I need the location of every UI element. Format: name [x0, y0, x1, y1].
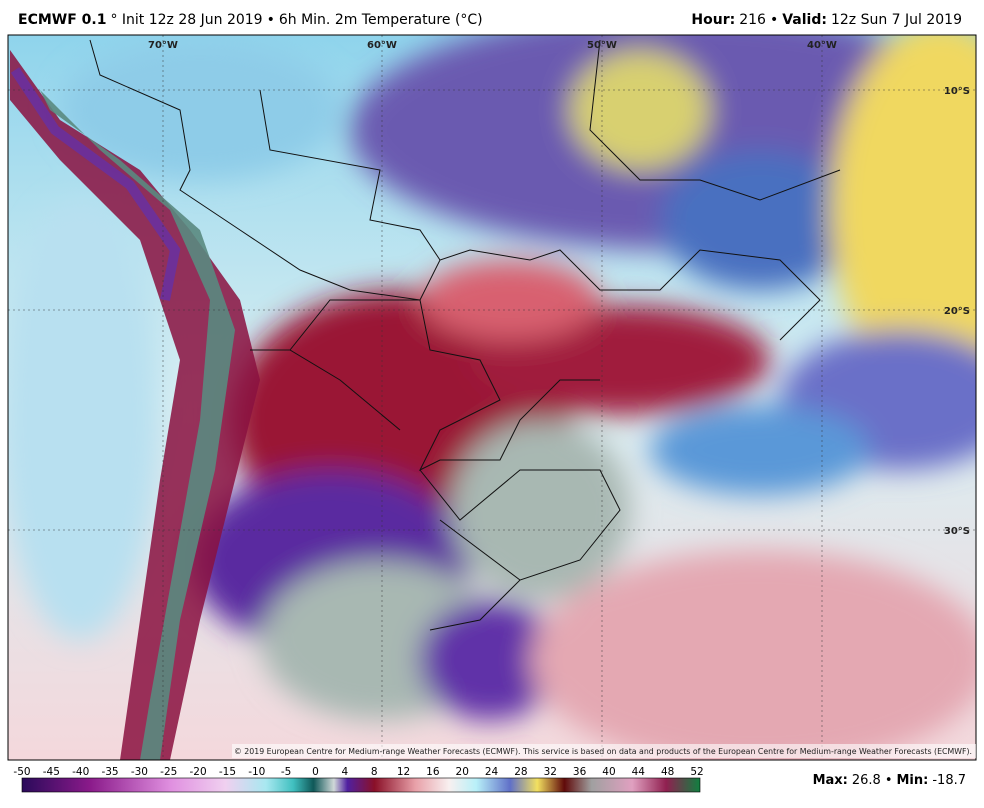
colorbar-tick-label: -15 [219, 766, 236, 778]
longitude-label: 40°W [807, 40, 837, 51]
latitude-label: 20°S [944, 306, 970, 317]
stats-min-label: Min: [897, 773, 929, 788]
header-text: ECMWF 0.1 [18, 12, 107, 28]
header-text: Hour: [691, 12, 736, 28]
latitude-label: 30°S [944, 526, 970, 537]
borders [89, 39, 841, 631]
header-text: 216 [739, 12, 766, 28]
colorbar-tick-label: 16 [426, 766, 440, 778]
colorbar-tick-label: 52 [690, 766, 703, 778]
colorbar-tick-label: -35 [101, 766, 118, 778]
header-left: ECMWF 0.1 ° Init 12z 28 Jun 2019 • 6h Min. … [18, 12, 487, 28]
colorbar-tick-label: -30 [131, 766, 148, 778]
colorbar-tick-label: 12 [397, 766, 410, 778]
stats-max-label: Max: [813, 773, 848, 788]
colorbar-tick-label: -40 [72, 766, 89, 778]
credit: © 2019 European Centre for Medium-range … [234, 747, 972, 756]
colorbar-tick-label: 40 [602, 766, 615, 778]
credit-bg [232, 744, 976, 758]
stats: Max: 26.8 • Min: -18.7 [813, 773, 966, 788]
stats-sep: • [885, 773, 893, 788]
header-text: 12z Sun 7 Jul 2019 [830, 12, 962, 28]
header-right: Hour: 216 • Valid: 12z Sun 7 Jul 2019 [691, 12, 966, 28]
colorbar-tick-label: -5 [281, 766, 291, 778]
longitude-label: 60°W [367, 40, 397, 51]
header-text: ° Init 12z 28 Jun 2019 [110, 12, 263, 28]
colorbar-tick-label: 32 [544, 766, 557, 778]
colorbar-tick-label: 28 [514, 766, 527, 778]
stats-min: -18.7 [932, 773, 966, 788]
longitude-label: 50°W [587, 40, 617, 51]
header-text: Valid: [782, 12, 827, 28]
stats-max: 26.8 [852, 773, 881, 788]
header-text: 6h Min. 2m Temperature (°C) [278, 12, 483, 28]
colorbar-tick-label: -10 [248, 766, 265, 778]
colorbar-tick-label: 4 [341, 766, 348, 778]
colorbar-tick-label: 44 [632, 766, 646, 778]
colorbar-tick-label: 24 [485, 766, 499, 778]
colorbar [21, 777, 701, 793]
colorbar-tick-label: 0 [312, 766, 319, 778]
header-text: • [769, 12, 779, 28]
latitude-label: 10°S [944, 86, 970, 97]
colorbar-tick-label: -50 [13, 766, 30, 778]
graticule [8, 35, 976, 760]
longitude-label: 70°W [148, 40, 178, 51]
colorbar-tick-label: 48 [661, 766, 674, 778]
colorbar-tick-label: -45 [43, 766, 60, 778]
temperature-field [8, 35, 976, 760]
colorbar-tick-label: -25 [160, 766, 177, 778]
colorbar-tick-label: 20 [456, 766, 469, 778]
colorbar-tick-label: 8 [371, 766, 378, 778]
colorbar-tick-label: 36 [573, 766, 587, 778]
colorbar-tick-label: -20 [190, 766, 207, 778]
header-text: • [266, 12, 275, 28]
